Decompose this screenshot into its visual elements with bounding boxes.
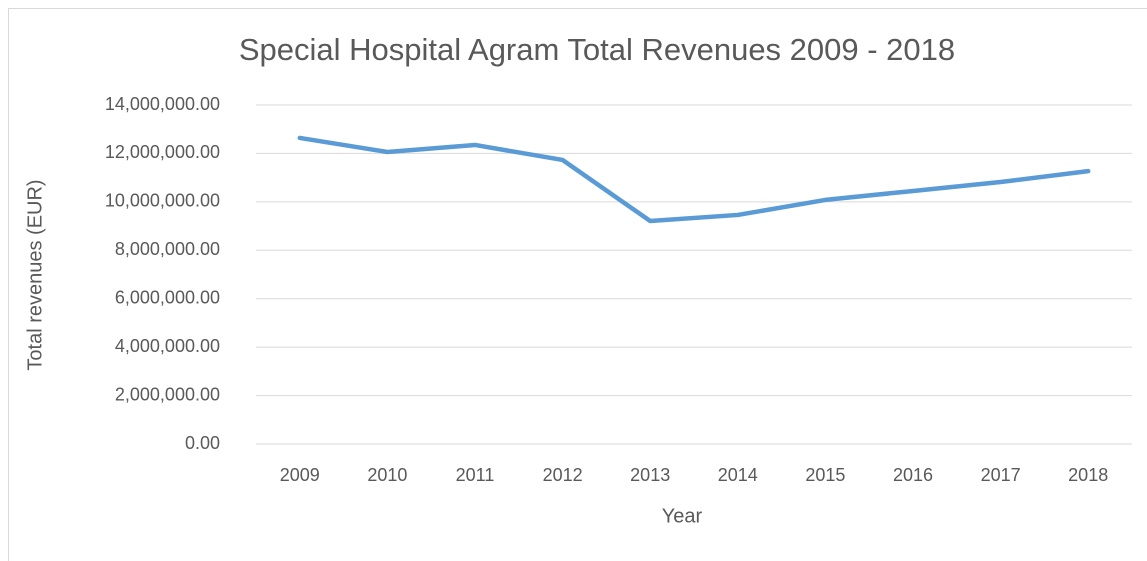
y-tick-label: 10,000,000.00 bbox=[105, 191, 220, 211]
y-tick-label: 2,000,000.00 bbox=[115, 384, 220, 404]
y-tick-label: 4,000,000.00 bbox=[115, 336, 220, 356]
x-tick-label: 2017 bbox=[981, 465, 1021, 485]
chart-title: Special Hospital Agram Total Revenues 20… bbox=[239, 32, 955, 67]
y-axis-title: Total revenues (EUR) bbox=[24, 179, 46, 370]
x-tick-label: 2012 bbox=[543, 465, 583, 485]
y-tick-label: 8,000,000.00 bbox=[115, 239, 220, 259]
x-tick-label: 2015 bbox=[805, 465, 845, 485]
y-tick-label: 6,000,000.00 bbox=[115, 287, 220, 307]
x-tick-label: 2014 bbox=[718, 465, 758, 485]
x-tick-label: 2018 bbox=[1068, 465, 1108, 485]
x-tick-label: 2013 bbox=[630, 465, 670, 485]
x-tick-label: 2010 bbox=[367, 465, 407, 485]
y-tick-label: 0.00 bbox=[185, 433, 220, 453]
chart-border bbox=[8, 8, 1147, 561]
y-tick-label: 12,000,000.00 bbox=[105, 142, 220, 162]
x-tick-label: 2011 bbox=[456, 465, 495, 485]
y-tick-label: 14,000,000.00 bbox=[105, 94, 220, 114]
x-tick-label: 2016 bbox=[893, 465, 933, 485]
data-line bbox=[297, 135, 1091, 224]
x-tick-label: 2009 bbox=[280, 465, 320, 485]
x-axis-title: Year bbox=[662, 505, 703, 527]
